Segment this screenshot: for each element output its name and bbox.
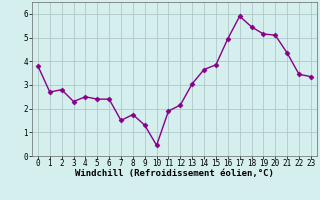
X-axis label: Windchill (Refroidissement éolien,°C): Windchill (Refroidissement éolien,°C) <box>75 169 274 178</box>
